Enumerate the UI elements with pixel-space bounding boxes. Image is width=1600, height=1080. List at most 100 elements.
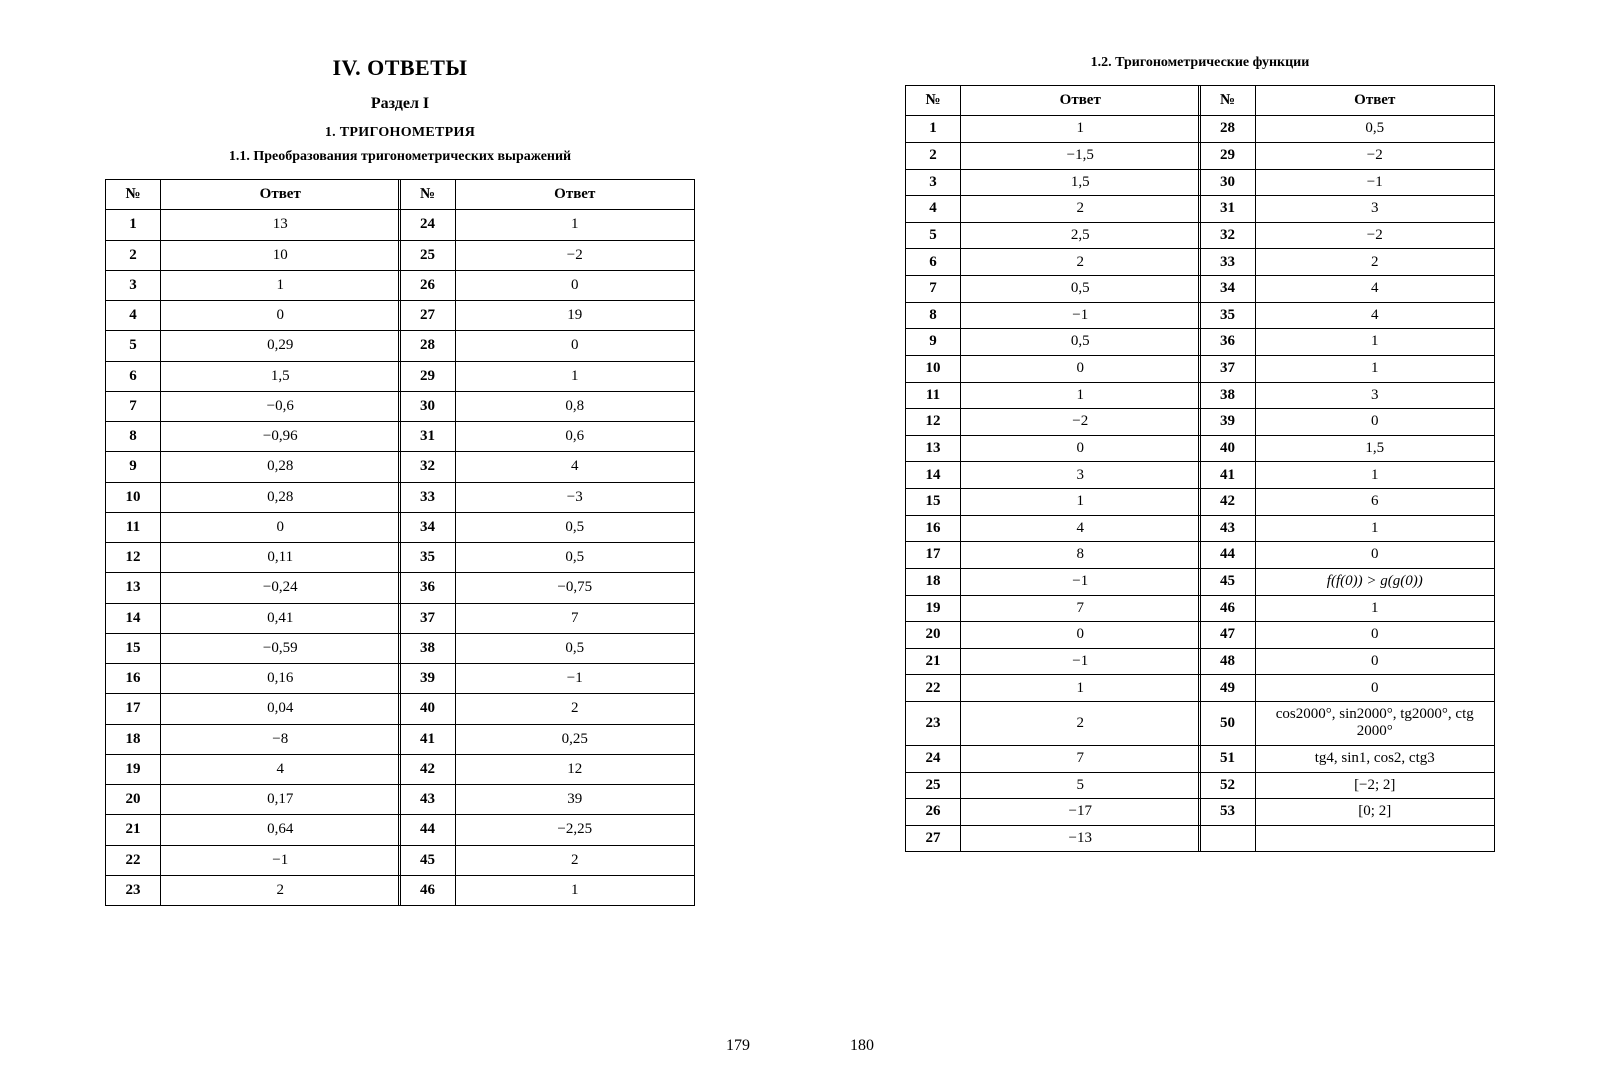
cell-answer: 8 [961,542,1201,569]
table-row: 111383 [906,382,1495,409]
cell-answer: −0,96 [161,422,401,452]
cell-num: 15 [906,489,961,516]
cell-answer: 0 [161,301,401,331]
table-row: 15−0,59380,5 [106,633,695,663]
cell-num: 5 [106,331,161,361]
cell-answer: [0; 2] [1255,799,1495,826]
cell-answer: 1 [1255,515,1495,542]
cell-answer: 0,11 [161,543,401,573]
table-row: 21025−2 [106,240,695,270]
cell-answer: 0,41 [161,603,401,633]
cell-num: 35 [1200,302,1255,329]
table-row: 130401,5 [906,435,1495,462]
cell-answer: 0 [161,512,401,542]
table-row: 26−1753[0; 2] [906,799,1495,826]
cell-num: 30 [400,391,455,421]
cell-answer: 0 [1255,409,1495,436]
cell-answer: 1 [961,489,1201,516]
cell-num: 37 [1200,355,1255,382]
table-row: 200,174339 [106,785,695,815]
table-row: 200470 [906,622,1495,649]
page-number: 180 [850,1037,874,1055]
cell-num: 38 [400,633,455,663]
page-spread: IV. ОТВЕТЫ Раздел I 1. ТРИГОНОМЕТРИЯ 1.1… [0,0,1600,1080]
cell-num: 39 [1200,409,1255,436]
table-row: 24751tg4, sin1, cos2, ctg3 [906,745,1495,772]
table-row: 110340,5 [106,512,695,542]
cell-answer: 1 [161,270,401,300]
cell-answer: −2 [961,409,1201,436]
cell-answer: 0 [455,331,695,361]
subsection-title-left: 1.1. Преобразования тригонометрических в… [105,149,695,165]
cell-num: 4 [106,301,161,331]
cell-num: 26 [400,270,455,300]
cell-answer: 0,16 [161,664,401,694]
table-row: 8−1354 [906,302,1495,329]
cell-num: 2 [106,240,161,270]
table-row: 232461 [106,875,695,905]
cell-answer: −0,75 [455,573,695,603]
cell-num: 44 [1200,542,1255,569]
table-row: 143411 [906,462,1495,489]
cell-answer: 1 [1255,462,1495,489]
cell-num: 6 [906,249,961,276]
cell-num: 24 [906,745,961,772]
cell-num: 25 [906,772,961,799]
cell-answer: 0,25 [455,724,695,754]
cell-num: 46 [400,875,455,905]
cell-num: 44 [400,815,455,845]
cell-num: 25 [400,240,455,270]
cell-num: 42 [400,754,455,784]
table-row: 100,2833−3 [106,482,695,512]
cell-num: 29 [400,361,455,391]
table-row: 31,530−1 [906,169,1495,196]
cell-num: 1 [106,210,161,240]
cell-num: 52 [1200,772,1255,799]
cell-answer: 5 [961,772,1201,799]
table-row: 12−2390 [906,409,1495,436]
right-page: 1.2. Тригонометрические функции № Ответ … [800,0,1600,1080]
subsection-title-right: 1.2. Тригонометрические функции [905,55,1495,71]
cell-answer: tg4, sin1, cos2, ctg3 [1255,745,1495,772]
cell-num: 19 [906,595,961,622]
cell-num: 10 [106,482,161,512]
cell-num: 32 [400,452,455,482]
cell-answer: −1 [455,664,695,694]
cell-num: 37 [400,603,455,633]
cell-answer: 2 [961,249,1201,276]
cell-num: 7 [906,276,961,303]
table-row: 70,5344 [906,276,1495,303]
table-row: 61,5291 [106,361,695,391]
table-row: 210,6444−2,25 [106,815,695,845]
cell-num: 8 [106,422,161,452]
cell-answer: 0,5 [455,543,695,573]
cell-answer: −1 [961,302,1201,329]
cell-answer: 39 [455,785,695,815]
cell-answer: −2,25 [455,815,695,845]
page-title: IV. ОТВЕТЫ [105,55,695,81]
table-row: 42313 [906,196,1495,223]
cell-answer: −2 [1255,142,1495,169]
cell-num: 3 [106,270,161,300]
cell-answer: 3 [1255,382,1495,409]
cell-answer: 7 [455,603,695,633]
cell-num: 20 [906,622,961,649]
cell-num: 34 [1200,276,1255,303]
cell-answer: 0,6 [455,422,695,452]
cell-answer: 0 [1255,675,1495,702]
cell-num: 43 [1200,515,1255,542]
cell-answer: −0,24 [161,573,401,603]
cell-num: 36 [400,573,455,603]
cell-answer: 0 [961,435,1201,462]
cell-num: 39 [400,664,455,694]
cell-num: 14 [906,462,961,489]
cell-answer: 19 [455,301,695,331]
cell-answer: 0,5 [961,276,1201,303]
cell-answer: 13 [161,210,401,240]
cell-num: 22 [106,845,161,875]
cell-answer: 0,8 [455,391,695,421]
cell-answer: 4 [161,754,401,784]
cell-num: 17 [106,694,161,724]
cell-num: 47 [1200,622,1255,649]
cell-num: 50 [1200,702,1255,746]
